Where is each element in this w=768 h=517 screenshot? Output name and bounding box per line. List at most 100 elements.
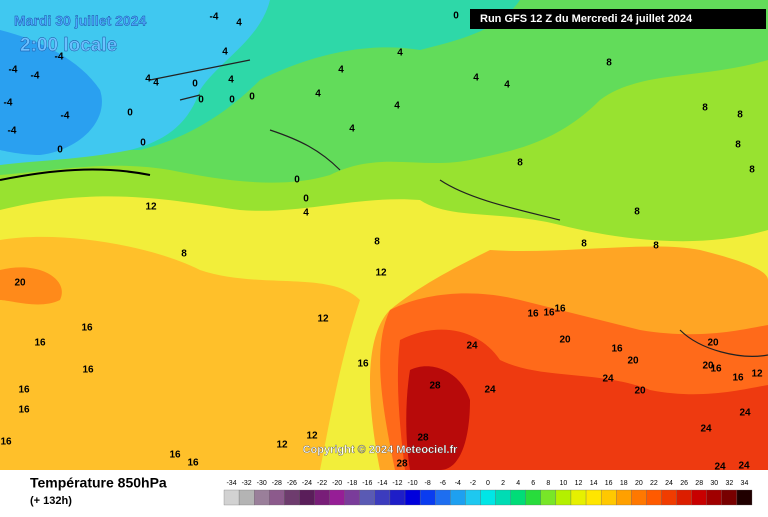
scale-label: -4 <box>455 480 461 487</box>
contour-label: 4 <box>397 48 403 59</box>
scale-label: -22 <box>317 480 327 487</box>
scale-label: 0 <box>486 480 490 487</box>
copyright: Copyright © 2024 Meteociel.fr <box>303 444 459 456</box>
color-swatch <box>721 489 738 506</box>
scale-label: -34 <box>226 480 236 487</box>
contour-label: 28 <box>417 433 429 444</box>
scale-label: 2 <box>501 480 505 487</box>
contour-label: 8 <box>517 158 523 169</box>
contour-label: 12 <box>306 431 318 442</box>
contour-label: 0 <box>294 175 300 186</box>
contour-label: 0 <box>140 138 146 149</box>
color-swatch <box>510 489 526 506</box>
footer-title: Température 850hPa <box>30 475 167 491</box>
contour-label: -4 <box>4 98 13 109</box>
color-swatch <box>661 489 677 506</box>
contour-label: 16 <box>710 364 722 375</box>
color-swatch <box>525 489 541 506</box>
contour-label: 0 <box>192 79 198 90</box>
contour-label: 16 <box>18 385 30 396</box>
contour-label: 4 <box>222 47 228 58</box>
contour-label: 16 <box>527 309 539 320</box>
scale-label: 8 <box>546 480 550 487</box>
contour-label: 20 <box>702 361 714 372</box>
color-swatch <box>223 489 240 506</box>
contour-label: 12 <box>317 314 329 325</box>
scale-label: -6 <box>440 480 446 487</box>
color-swatch <box>269 489 285 506</box>
contour-label: 4 <box>236 18 242 29</box>
contour-label: 24 <box>602 374 614 385</box>
contour-label: 20 <box>634 386 646 397</box>
contour-label: 16 <box>169 450 181 461</box>
contour-label: 8 <box>653 241 659 252</box>
contour-label: 0 <box>453 11 459 22</box>
color-swatch <box>585 489 602 506</box>
scale-label: 12 <box>575 480 583 487</box>
contour-label: 24 <box>700 424 712 435</box>
scale-label: 28 <box>695 480 703 487</box>
contour-label: 8 <box>374 237 380 248</box>
scale-label: -24 <box>302 480 312 487</box>
color-swatch <box>631 489 647 506</box>
color-swatch <box>284 489 300 506</box>
contour-label: 24 <box>484 385 496 396</box>
scale-label: 32 <box>725 480 733 487</box>
color-swatch <box>736 489 753 506</box>
contour-label: -4 <box>61 111 70 122</box>
contour-label: 8 <box>181 249 187 260</box>
contour-label: -4 <box>9 65 18 76</box>
color-swatch <box>465 489 481 506</box>
contour-label: 24 <box>714 462 726 473</box>
contour-label: 20 <box>627 356 639 367</box>
contour-label: 20 <box>707 338 719 349</box>
contour-label: 16 <box>81 323 93 334</box>
scale-label: 34 <box>741 480 749 487</box>
contour-label: 4 <box>349 124 355 135</box>
contour-label: 16 <box>357 359 369 370</box>
color-swatch <box>435 489 451 506</box>
color-swatch <box>600 489 617 506</box>
scale-label: -32 <box>242 480 252 487</box>
contour-label: 0 <box>249 92 255 103</box>
lead-time: (+ 132h) <box>30 495 72 507</box>
contour-label: 8 <box>634 207 640 218</box>
scale-label: -14 <box>377 480 387 487</box>
color-swatch <box>540 489 557 506</box>
contour-label: 8 <box>702 103 708 114</box>
contour-label: -4 <box>8 126 17 137</box>
scale-label: 18 <box>620 480 628 487</box>
scale-label: -18 <box>347 480 357 487</box>
color-swatch <box>389 489 406 506</box>
contour-label: 8 <box>606 58 612 69</box>
contour-label: 4 <box>145 74 151 85</box>
scale-label: 16 <box>605 480 613 487</box>
color-swatch <box>495 489 511 506</box>
contour-label: 28 <box>429 381 441 392</box>
scale-label: 20 <box>635 480 643 487</box>
color-swatch <box>254 489 270 506</box>
contour-label: 24 <box>738 461 750 472</box>
scale-label: -28 <box>272 480 282 487</box>
color-swatch <box>374 489 391 506</box>
color-swatch <box>329 489 345 506</box>
contour-label: 16 <box>732 373 744 384</box>
scale-label: -16 <box>362 480 372 487</box>
color-swatch <box>676 489 692 506</box>
scale-label: -2 <box>470 480 476 487</box>
contour-label: 0 <box>57 145 63 156</box>
color-swatch <box>299 489 315 506</box>
contour-label: 16 <box>18 405 30 416</box>
color-swatch <box>419 489 436 506</box>
contour-label: 12 <box>145 202 157 213</box>
color-swatch <box>691 489 707 506</box>
contour-label: 0 <box>127 108 133 119</box>
scale-label: 4 <box>516 480 520 487</box>
color-swatch <box>238 489 255 506</box>
color-swatch <box>616 489 632 506</box>
scale-label: 30 <box>710 480 718 487</box>
scale-label: 14 <box>590 480 598 487</box>
color-swatch <box>555 489 572 506</box>
contour-label: 4 <box>338 65 344 76</box>
